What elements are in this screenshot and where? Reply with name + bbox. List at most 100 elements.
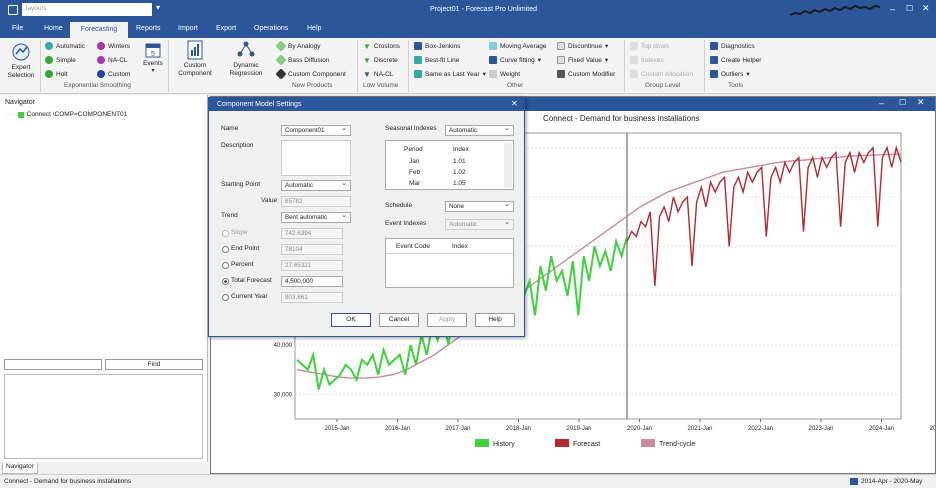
end-point-input[interactable]: 78104 <box>281 244 343 255</box>
y-tick-label: 30,000 <box>274 392 293 398</box>
maximize-button[interactable]: ☐ <box>906 4 914 13</box>
save-icon[interactable] <box>8 5 18 15</box>
current-year-input[interactable]: 803,661 <box>281 292 343 303</box>
seasonal-indexes-select[interactable]: Automatic <box>445 125 514 136</box>
discrete-button[interactable]: ▼ Discrete <box>363 56 398 65</box>
menu-operations[interactable]: Operations <box>254 25 289 32</box>
custom-icon <box>97 70 105 78</box>
percent-input[interactable]: 27.65321 <box>281 260 343 271</box>
menu-export[interactable]: Export <box>216 25 237 32</box>
starting-point-select[interactable]: Automatic <box>281 180 351 191</box>
na-cl-button[interactable]: NA-CL <box>97 56 128 64</box>
seasonal-scrollbar[interactable] <box>504 143 512 187</box>
moving-average-button[interactable]: Moving Average <box>489 42 547 50</box>
slope-radio[interactable] <box>222 230 229 237</box>
menu-home[interactable]: Home <box>44 25 63 32</box>
dynamic-regression-label: Dynamic Regression <box>229 62 263 77</box>
bass-diffusion-icon <box>275 54 287 66</box>
value-input[interactable]: 65782 <box>281 196 351 207</box>
menu-file[interactable]: File <box>12 25 24 32</box>
box-jenkins-button[interactable]: Box-Jenkins <box>414 42 460 50</box>
x-tick-label: 2015-Jan <box>324 426 349 432</box>
custom-allocation-button[interactable]: Custom Allocation <box>630 70 693 78</box>
navigator-search-input[interactable] <box>4 359 102 370</box>
winters-button[interactable]: Winters <box>97 42 130 50</box>
custom-component-button[interactable]: Custom Component <box>172 40 218 78</box>
x-tick-label: 2022-Jan <box>748 426 773 432</box>
menu-forecasting[interactable]: Forecasting <box>70 22 128 38</box>
simple-button[interactable]: Simple <box>45 56 76 64</box>
legend-label: Trend-cycle <box>659 441 695 448</box>
custom-button[interactable]: Custom <box>97 70 130 78</box>
expert-selection-button[interactable]: Expert Selection <box>4 40 38 84</box>
current-year-radio[interactable] <box>222 294 229 301</box>
na-cl-lv-button[interactable]: ▼ NA-CL <box>363 70 393 79</box>
schedule-select[interactable]: None <box>445 201 514 212</box>
navigator-results <box>4 374 203 459</box>
navigator-tab[interactable]: Navigator <box>2 463 38 474</box>
description-input[interactable] <box>281 140 351 176</box>
slope-input[interactable]: 742.6394 <box>281 228 343 239</box>
event-indexes-select[interactable]: Automatic <box>445 219 514 230</box>
total-forecast-input[interactable]: 4,500,000 <box>281 276 343 287</box>
na-cl-icon <box>97 56 105 64</box>
end-point-radio[interactable] <box>222 246 229 253</box>
cancel-button[interactable]: Cancel <box>379 313 419 327</box>
seasonal-period-jan: Jan <box>409 158 420 165</box>
chart-maximize-button[interactable]: ☐ <box>899 98 907 107</box>
outliers-button[interactable]: Outliers ▾ <box>710 70 750 78</box>
discontinue-dropdown-icon: ▾ <box>604 43 609 50</box>
apply-button[interactable]: Apply <box>427 313 467 327</box>
seasonal-index-mar[interactable]: 1.05 <box>453 180 466 187</box>
top-down-button[interactable]: Top down <box>630 42 669 50</box>
curve-fitting-button[interactable]: Curve fitting ▾ <box>489 56 541 64</box>
discontinue-button[interactable]: Discontinue ▾ <box>557 42 608 50</box>
diagnostics-button[interactable]: Diagnostics <box>710 42 755 50</box>
total-forecast-radio[interactable] <box>222 278 229 285</box>
ok-button[interactable]: OK <box>331 313 371 327</box>
close-button[interactable]: ✕ <box>922 3 930 13</box>
layouts-dropdown[interactable]: layouts <box>22 3 152 16</box>
menu-reports[interactable]: Reports <box>136 25 161 32</box>
dialog-close-button[interactable]: ✕ <box>511 99 518 108</box>
by-analogy-button[interactable]: By Analogy <box>275 40 321 52</box>
weight-button[interactable]: Weight <box>489 70 520 78</box>
group-exponential-smoothing: Exponential Smoothing <box>64 82 131 89</box>
seasonal-index-jan[interactable]: 1.01 <box>453 158 466 165</box>
minimize-button[interactable]: – <box>890 4 896 14</box>
fixed-value-icon <box>557 56 565 64</box>
trend-select[interactable]: Bent automatic <box>281 212 351 223</box>
x-tick-label: 2020-Jan <box>627 426 652 432</box>
fixed-value-button[interactable]: Fixed Value ▾ <box>557 56 608 64</box>
events-button[interactable]: 5 Events ▾ <box>141 42 165 74</box>
help-button[interactable]: Help <box>475 313 515 327</box>
custom-modifier-button[interactable]: Custom Modifier <box>557 70 615 78</box>
find-button[interactable]: Find <box>105 359 203 370</box>
seasonal-index-feb[interactable]: 1.02 <box>453 169 466 176</box>
dynamic-regression-button[interactable]: Dynamic Regression <box>222 40 270 78</box>
starting-point-label: Starting Point <box>221 181 261 188</box>
component-model-settings-dialog: Component Model Settings ✕ Name Componen… <box>208 97 525 337</box>
indexes-button[interactable]: Indexes <box>630 56 664 64</box>
quick-access-icon[interactable]: ▾ <box>156 3 161 12</box>
crostons-button[interactable]: ▼ Crostons <box>363 42 400 51</box>
percent-radio[interactable] <box>222 262 229 269</box>
total-forecast-label: Total Forecast <box>231 277 272 284</box>
chart-close-button[interactable]: ✕ <box>917 97 925 107</box>
box-jenkins-label: Box-Jenkins <box>425 42 461 50</box>
automatic-button[interactable]: Automatic <box>45 42 85 50</box>
bass-diffusion-button[interactable]: Bass Diffusion <box>275 54 329 66</box>
na-cl-lv-label: NA-CL <box>373 71 394 78</box>
custom-component-np-button[interactable]: Custom Component <box>275 68 346 80</box>
create-helper-button[interactable]: Create Helper <box>710 56 761 64</box>
holt-button[interactable]: Holt <box>45 70 68 78</box>
same-as-last-year-button[interactable]: Same as Last Year ▾ <box>414 70 486 78</box>
chart-minimize-button[interactable]: – <box>879 98 885 108</box>
navigator-item[interactable]: ···· Connect \COMP=COMPONENT01 <box>6 111 127 118</box>
menu-import[interactable]: Import <box>178 25 198 32</box>
best-fit-line-button[interactable]: Best-fit Line <box>414 56 459 64</box>
best-fit-line-icon <box>414 56 422 64</box>
name-select[interactable]: Component01 <box>281 125 351 136</box>
discontinue-icon <box>557 42 565 50</box>
menu-help[interactable]: Help <box>307 25 322 32</box>
